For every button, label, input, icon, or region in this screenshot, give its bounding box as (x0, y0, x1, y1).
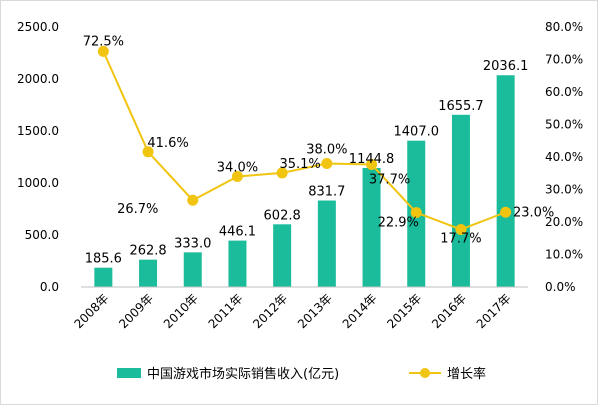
bar (451, 114, 470, 288)
bar (317, 200, 336, 287)
bar-value-label: 1407.0 (394, 125, 440, 140)
right-axis-tick-label: 0.0% (545, 280, 576, 294)
growth-rate-marker (366, 158, 378, 170)
bar-value-label: 446.1 (219, 225, 256, 240)
x-axis-category-label: 2013年 (295, 291, 335, 331)
bar-value-label: 262.8 (129, 244, 166, 259)
legend-line-label: 增长率 (447, 366, 486, 382)
growth-rate-label: 41.6% (147, 136, 188, 151)
growth-rate-label: 34.0% (217, 161, 258, 176)
x-axis-category-label: 2008年 (71, 291, 111, 331)
growth-rate-marker (500, 206, 512, 218)
growth-rate-label: 22.9% (378, 216, 419, 231)
bar (94, 267, 113, 287)
growth-rate-marker (410, 207, 422, 219)
right-axis-tick-label: 20.0% (545, 215, 583, 229)
x-axis-category-label: 2010年 (161, 291, 201, 331)
bar-value-label: 2036.1 (483, 59, 529, 74)
bar-value-label: 602.8 (264, 208, 301, 223)
x-axis-category-label: 2011年 (206, 291, 246, 331)
x-axis-category-label: 2014年 (340, 291, 380, 331)
left-axis-tick-label: 2500.0 (17, 20, 59, 34)
bar-value-label: 1655.7 (438, 99, 484, 114)
growth-rate-label: 35.1% (279, 157, 320, 172)
x-axis-category-label: 2015年 (384, 291, 424, 331)
x-axis-category-label: 2016年 (429, 291, 469, 331)
right-axis-tick-label: 40.0% (545, 150, 583, 164)
growth-rate-marker (142, 146, 154, 158)
x-axis-category-label: 2009年 (116, 291, 156, 331)
growth-rate-label: 26.7% (117, 202, 158, 217)
legend-bar-swatch (117, 368, 141, 378)
right-axis-tick-label: 80.0% (545, 20, 583, 34)
left-axis-tick-label: 1500.0 (17, 124, 59, 138)
growth-rate-label: 17.7% (440, 231, 481, 246)
growth-rate-marker (187, 194, 199, 206)
bar-value-label: 831.7 (308, 185, 345, 200)
legend-bar-label: 中国游戏市场实际销售收入(亿元) (147, 366, 339, 382)
left-axis-tick-label: 2000.0 (17, 72, 59, 86)
growth-rate-label: 72.5% (83, 34, 124, 49)
growth-rate-marker (231, 171, 243, 182)
growth-rate-marker (97, 45, 109, 57)
growth-rate-marker (455, 223, 467, 235)
right-axis-tick-label: 10.0% (545, 248, 583, 262)
right-axis-tick-label: 30.0% (545, 183, 583, 197)
right-axis-tick-label: 60.0% (545, 85, 583, 99)
bar (183, 252, 202, 287)
bar-value-label: 185.6 (85, 252, 122, 267)
growth-rate-marker (276, 167, 288, 179)
growth-rate-line (102, 50, 507, 231)
bar (273, 224, 292, 287)
bar-value-label: 1144.8 (349, 152, 395, 167)
x-axis-category-label: 2017年 (474, 291, 514, 331)
growth-rate-marker (321, 158, 333, 169)
legend-line-marker (420, 368, 430, 378)
bar-value-label: 333.0 (174, 236, 211, 251)
x-axis-category-label: 2012年 (250, 291, 290, 331)
right-axis-tick-label: 50.0% (545, 118, 583, 132)
left-axis-tick-label: 500.0 (25, 228, 59, 242)
bar (139, 259, 158, 287)
growth-rate-label: 23.0% (513, 205, 554, 220)
growth-rate-label: 37.7% (369, 172, 410, 187)
growth-rate-label: 38.0% (306, 143, 347, 158)
left-axis-tick-label: 1000.0 (17, 176, 59, 190)
right-axis-tick-label: 70.0% (545, 53, 583, 67)
bar (228, 240, 247, 287)
bar (362, 167, 381, 287)
bar (496, 75, 515, 287)
left-axis-tick-label: 0.0 (40, 280, 59, 294)
